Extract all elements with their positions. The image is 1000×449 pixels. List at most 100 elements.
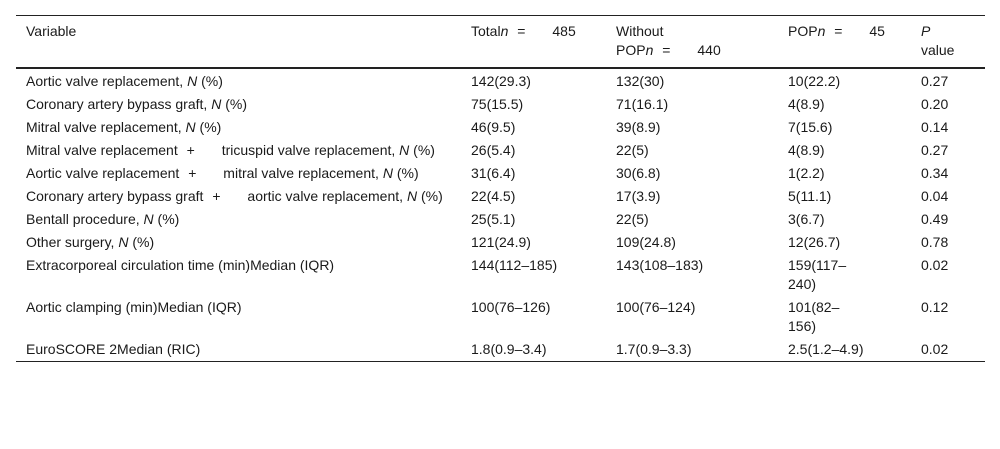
variable-unit: (%) <box>409 142 435 158</box>
cell-variable: Aortic valve replacement, N (%) <box>16 68 461 93</box>
cell-without: 30(6.8) <box>616 165 661 181</box>
cell-p-value: 0.12 <box>921 299 949 315</box>
cell-pop: 5(11.1) <box>788 188 832 204</box>
variable-text: Coronary artery bypass graft, <box>26 96 212 112</box>
col-total-n-symbol: n <box>500 23 509 39</box>
col-variable-label: Variable <box>26 23 77 39</box>
variable-n-symbol: N <box>185 119 196 135</box>
cell-total: 25(5.1) <box>471 211 516 227</box>
cell-without: 100(76–124) <box>616 299 696 315</box>
col-p-value-label: value <box>921 42 955 58</box>
variable-unit: (%) <box>417 188 443 204</box>
variable-unit: (%) <box>197 73 223 89</box>
col-without-n: 440 <box>697 42 721 58</box>
cell-pop: 4(8.9) <box>788 142 825 158</box>
pop-value-line2: 156) <box>788 318 817 334</box>
col-total: Totaln = 485 <box>461 16 606 69</box>
header-row: Variable Totaln = 485 Without POPn = 440 POPn… <box>16 15 985 69</box>
cell-without: 39(8.9) <box>616 119 661 135</box>
cell-pop: 101(82– 156) <box>778 296 911 338</box>
cell-total: 31(6.4) <box>471 165 516 181</box>
col-without-label-line2: POP <box>616 42 646 58</box>
cell-variable: Other surgery, N (%) <box>16 231 461 254</box>
col-without-label-line1: Without <box>616 23 664 39</box>
results-table: Variable Totaln = 485 Without POPn = 440 POPn… <box>16 15 985 362</box>
variable-text-a: Aortic valve replacement <box>26 165 180 181</box>
cell-total: 142(29.3) <box>471 73 531 89</box>
cell-total: 1.8(0.9–3.4) <box>471 341 547 357</box>
table-row: Coronary artery bypass graft + aortic valv… <box>16 185 985 208</box>
col-pop-n-symbol: n <box>817 23 826 39</box>
cell-without: 22(5) <box>616 211 649 227</box>
cell-p-value: 0.27 <box>921 142 949 158</box>
variable-text: Bentall procedure, <box>26 211 144 227</box>
pop-value-line1: 159(117– <box>788 257 847 273</box>
cell-variable: Mitral valve replacement, N (%) <box>16 116 461 139</box>
cell-p-value: 0.27 <box>921 73 949 89</box>
cell-pop: 1(2.2) <box>788 165 825 181</box>
col-p-symbol: P <box>921 23 931 39</box>
table-row: Aortic clamping (min)Median (IQR) 100(76… <box>16 296 985 338</box>
plus-sign: + <box>186 142 195 158</box>
variable-n-symbol: N <box>406 188 418 204</box>
variable-unit: (%) <box>195 119 222 135</box>
cell-variable: Aortic valve replacement + mitral valve re… <box>16 162 461 185</box>
variable-n-symbol: N <box>382 165 393 181</box>
variable-n-symbol: N <box>118 234 129 250</box>
pop-value-line2: 240) <box>788 276 817 292</box>
cell-total: 75(15.5) <box>471 96 524 112</box>
cell-pop: 4(8.9) <box>788 96 825 112</box>
cell-p-value: 0.78 <box>921 234 949 250</box>
cell-total: 22(4.5) <box>471 188 516 204</box>
cell-total: 144(112–185) <box>471 257 558 273</box>
col-total-label: Total <box>471 23 501 39</box>
cell-without: 143(108–183) <box>616 257 704 273</box>
cell-pop: 10(22.2) <box>788 73 841 89</box>
cell-variable: Coronary artery bypass graft, N (%) <box>16 93 461 116</box>
col-pop-n: 45 <box>869 23 885 39</box>
table-row: Mitral valve replacement + tricuspid valve… <box>16 139 985 162</box>
variable-text: Mitral valve replacement, <box>26 119 186 135</box>
cell-p-value: 0.04 <box>921 188 949 204</box>
cell-total: 100(76–126) <box>471 299 551 315</box>
table-row: EuroSCORE 2Median (RIC) 1.8(0.9–3.4) 1.7… <box>16 338 985 362</box>
cell-without: 17(3.9) <box>616 188 661 204</box>
cell-total: 46(9.5) <box>471 119 516 135</box>
cell-variable: Bentall procedure, N (%) <box>16 208 461 231</box>
variable-text-b: aortic valve replacement, <box>247 188 407 204</box>
col-without-n-symbol: n <box>645 42 654 58</box>
cell-variable: Mitral valve replacement + tricuspid valve… <box>16 139 461 162</box>
col-variable: Variable <box>16 16 461 69</box>
cell-pop: 12(26.7) <box>788 234 841 250</box>
variable-text-a: Mitral valve replacement <box>26 142 178 158</box>
variable-unit: (%) <box>392 165 419 181</box>
cell-p-value: 0.34 <box>921 165 949 181</box>
cell-variable: Aortic clamping (min)Median (IQR) <box>26 299 242 315</box>
cell-p-value: 0.02 <box>921 257 949 273</box>
cell-without: 132(30) <box>616 73 665 89</box>
col-pop-eq: = <box>834 23 843 39</box>
cell-without: 22(5) <box>616 142 649 158</box>
table-row: Extracorporeal circulation time (min)Med… <box>16 254 985 296</box>
table-row: Other surgery, N (%) 121(24.9) 109(24.8)… <box>16 231 985 254</box>
variable-n-symbol: N <box>143 211 154 227</box>
plus-sign: + <box>212 188 221 204</box>
col-without-eq: = <box>662 42 671 58</box>
col-total-eq: = <box>517 23 526 39</box>
pop-value-line1: 101(82– <box>788 299 840 315</box>
table-row: Aortic valve replacement, N (%) 142(29.3… <box>16 68 985 93</box>
table-row: Bentall procedure, N (%) 25(5.1) 22(5) 3… <box>16 208 985 231</box>
table-row: Aortic valve replacement + mitral valve re… <box>16 162 985 185</box>
cell-without: 109(24.8) <box>616 234 676 250</box>
cell-pop: 2.5(1.2–4.9) <box>788 341 864 357</box>
variable-n-symbol: N <box>211 96 222 112</box>
col-pop-label: POP <box>788 23 818 39</box>
variable-text-b: tricuspid valve replacement, <box>221 142 400 158</box>
cell-variable: Extracorporeal circulation time (min)Med… <box>26 257 335 273</box>
col-without: Without POPn = 440 <box>606 16 778 69</box>
cell-p-value: 0.20 <box>921 96 949 112</box>
col-total-n: 485 <box>552 23 576 39</box>
cell-without: 1.7(0.9–3.3) <box>616 341 692 357</box>
cell-total: 26(5.4) <box>471 142 516 158</box>
